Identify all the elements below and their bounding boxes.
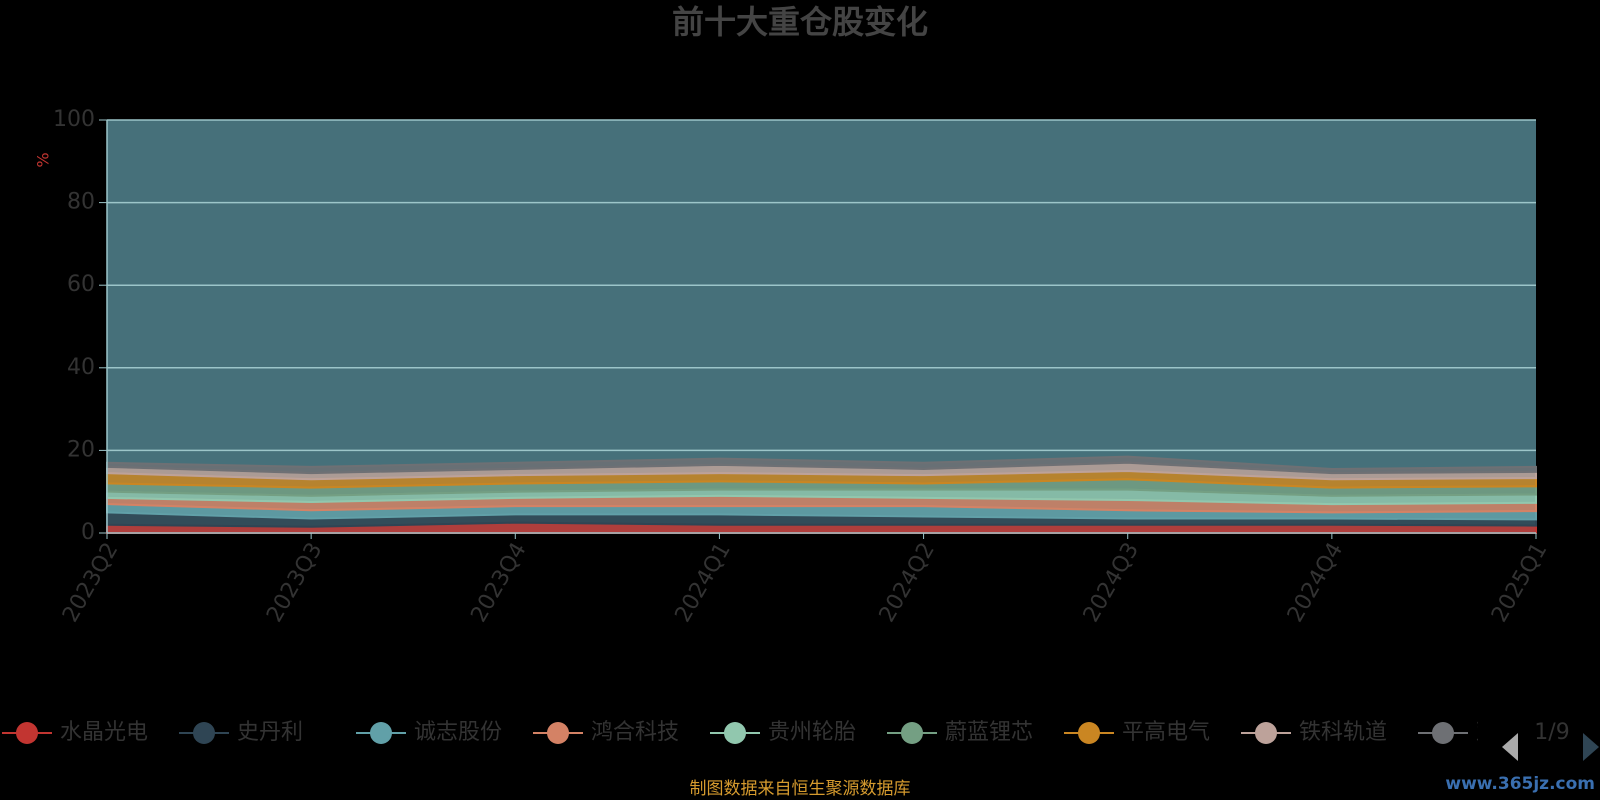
legend-swatch	[193, 722, 215, 744]
legend-item[interactable]: 双	[1418, 720, 1498, 745]
watermark: www.365jz.com	[1445, 774, 1595, 794]
legend-item[interactable]: 诚志股份	[356, 720, 502, 745]
chart-title: 前十大重仓股变化	[672, 3, 928, 41]
legend-swatch	[1432, 722, 1454, 744]
legend-swatch	[724, 722, 746, 744]
legend-swatch	[901, 722, 923, 744]
y-tick-label: 0	[81, 520, 95, 545]
legend-swatch	[16, 722, 38, 744]
x-tick-label: 2024Q2	[875, 539, 940, 627]
legend-item[interactable]: 鸿合科技	[533, 720, 679, 745]
x-tick-label: 2024Q4	[1283, 539, 1348, 627]
legend-label: 水晶光电	[60, 720, 148, 745]
legend-label: 贵州轮胎	[768, 720, 856, 745]
y-tick-label: 100	[53, 107, 95, 132]
legend-label: 双	[1476, 720, 1498, 745]
x-tick-label: 2023Q2	[58, 539, 123, 627]
legend-label: 诚志股份	[414, 720, 502, 745]
y-tick-label: 20	[67, 437, 95, 462]
legend-swatch	[1078, 722, 1100, 744]
y-tick-label: 40	[67, 355, 95, 380]
y-tick-label: 60	[67, 272, 95, 297]
legend-label: 平高电气	[1122, 720, 1210, 745]
legend-swatch	[547, 722, 569, 744]
legend-item[interactable]: 铁科轨道	[1241, 720, 1387, 745]
legend-page: 1/9	[1534, 720, 1569, 745]
x-tick-label: 2025Q1	[1487, 539, 1552, 627]
legend-label: 蔚蓝锂芯	[945, 720, 1033, 745]
legend-swatch	[1255, 722, 1277, 744]
x-tick-label: 2024Q1	[671, 539, 736, 627]
y-axis-label: %	[34, 152, 53, 167]
legend-prev[interactable]	[1502, 733, 1518, 761]
y-tick-label: 80	[67, 190, 95, 215]
x-tick-label: 2023Q3	[262, 539, 327, 627]
legend-swatch	[370, 722, 392, 744]
legend-label: 铁科轨道	[1299, 720, 1387, 745]
x-tick-label: 2024Q3	[1079, 539, 1144, 627]
legend-item[interactable]: 平高电气	[1064, 720, 1210, 745]
legend-item[interactable]: 史丹利	[179, 720, 303, 745]
legend-next[interactable]	[1583, 733, 1599, 761]
legend-label: 史丹利	[237, 720, 303, 745]
source-note: 制图数据来自恒生聚源数据库	[690, 779, 911, 799]
legend-label: 鸿合科技	[591, 720, 679, 745]
legend-item[interactable]: 贵州轮胎	[710, 720, 856, 745]
legend-item[interactable]: 水晶光电	[2, 720, 148, 745]
area	[106, 455, 1537, 475]
x-tick-label: 2023Q4	[466, 539, 531, 627]
legend-item[interactable]: 蔚蓝锂芯	[887, 720, 1033, 745]
